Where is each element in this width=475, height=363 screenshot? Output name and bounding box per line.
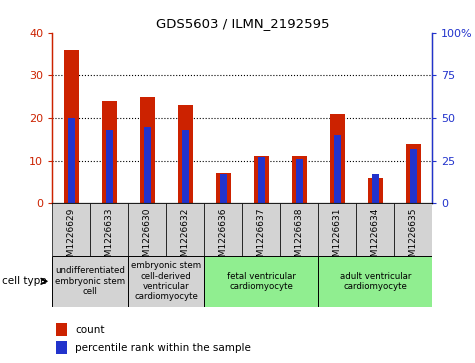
Bar [64, 50, 79, 203]
Bar [220, 174, 227, 203]
Text: percentile rank within the sample: percentile rank within the sample [75, 343, 251, 353]
Text: GSM1226631: GSM1226631 [333, 208, 342, 268]
Bar [330, 114, 345, 203]
Title: GDS5603 / ILMN_2192595: GDS5603 / ILMN_2192595 [155, 17, 329, 30]
Bar [106, 130, 113, 203]
Text: cell type: cell type [2, 276, 47, 286]
Bar [204, 256, 318, 307]
Text: embryonic stem
cell-derived
ventricular
cardiomyocyte: embryonic stem cell-derived ventricular … [131, 261, 201, 301]
Bar [216, 174, 231, 203]
Bar [296, 159, 303, 203]
Bar [410, 149, 417, 203]
Text: undifferentiated
embryonic stem
cell: undifferentiated embryonic stem cell [55, 266, 125, 296]
Text: GSM1226630: GSM1226630 [143, 208, 152, 268]
Bar [140, 97, 155, 203]
Text: GSM1226632: GSM1226632 [181, 208, 190, 268]
Bar [368, 178, 383, 203]
Bar [394, 203, 432, 256]
Text: fetal ventricular
cardiomyocyte: fetal ventricular cardiomyocyte [227, 272, 295, 291]
Text: count: count [75, 325, 104, 335]
Bar [280, 203, 318, 256]
Bar [334, 135, 341, 203]
Bar [182, 130, 189, 203]
Bar [254, 156, 269, 203]
Bar [56, 323, 67, 336]
Bar [166, 203, 204, 256]
Bar [292, 156, 307, 203]
Bar [242, 203, 280, 256]
Text: adult ventricular
cardiomyocyte: adult ventricular cardiomyocyte [340, 272, 411, 291]
Bar [52, 203, 90, 256]
Text: GSM1226634: GSM1226634 [371, 208, 380, 268]
Bar [318, 256, 432, 307]
Bar [178, 105, 193, 203]
Bar [90, 203, 128, 256]
Text: GSM1226637: GSM1226637 [257, 208, 266, 268]
Bar [372, 174, 379, 203]
Bar [102, 101, 117, 203]
Bar [144, 126, 151, 203]
Bar [258, 157, 265, 203]
Bar [204, 203, 242, 256]
Text: GSM1226638: GSM1226638 [295, 208, 304, 268]
Bar [406, 144, 421, 203]
Bar [68, 118, 75, 203]
Text: GSM1226635: GSM1226635 [409, 208, 418, 268]
Bar [128, 256, 204, 307]
Bar [128, 203, 166, 256]
Text: GSM1226629: GSM1226629 [67, 208, 76, 268]
Bar [318, 203, 356, 256]
Text: GSM1226636: GSM1226636 [219, 208, 228, 268]
Bar [56, 341, 67, 354]
Bar [356, 203, 394, 256]
Bar [52, 256, 128, 307]
Text: GSM1226633: GSM1226633 [105, 208, 114, 268]
